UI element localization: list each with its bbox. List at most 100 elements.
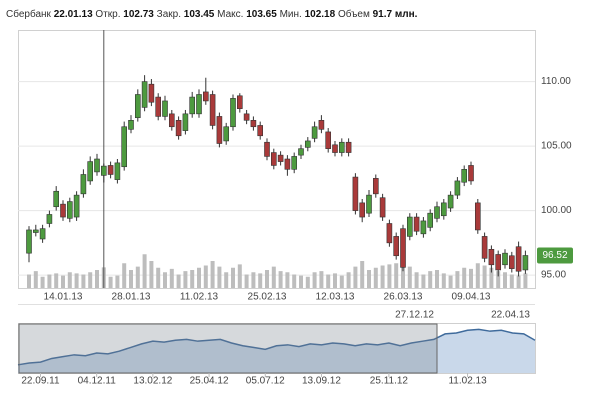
volume-bar: [367, 270, 371, 288]
x-tick-label: 25.02.13: [248, 292, 287, 303]
label: Мин.: [279, 9, 302, 20]
volume-bar: [333, 273, 337, 288]
x-tick-label: 09.04.13: [452, 292, 491, 303]
volume-bar: [40, 276, 45, 288]
volume-bar: [360, 261, 365, 288]
candle-body: [182, 113, 189, 131]
y-tick-label: 100.00: [541, 205, 572, 216]
volume-bar: [428, 271, 433, 288]
label: Макс.: [217, 9, 244, 20]
volume-bar: [312, 272, 317, 288]
volume-bar: [129, 270, 133, 288]
volume-bar: [299, 275, 303, 288]
y-tick-label: 110.00: [541, 76, 571, 87]
volume-bar: [421, 274, 426, 288]
volume-bar: [265, 270, 269, 288]
candle-body: [372, 178, 379, 195]
volume-bar: [278, 271, 283, 288]
volume-bar: [503, 272, 507, 288]
candle-body: [155, 96, 161, 117]
volume-bar: [326, 274, 331, 288]
volume-bar: [176, 274, 181, 288]
volume-bar: [237, 264, 242, 288]
candle-body: [107, 165, 114, 175]
y-tick-label: 105.00: [541, 141, 572, 152]
header: Сбербанк 22.01.13 Откр. 102.73 Закр. 103…: [6, 9, 417, 20]
candle-body: [420, 220, 427, 235]
navigator-x-label: 11.02.13: [448, 376, 487, 387]
volume-bar: [462, 267, 467, 288]
volume-bar: [346, 272, 351, 288]
candle-body: [379, 197, 386, 218]
volume-bar: [33, 271, 38, 288]
volume-bar: [74, 273, 79, 288]
candle-body: [359, 202, 366, 218]
candle-body: [318, 120, 325, 130]
date: 22.01.13: [53, 9, 93, 20]
volume-bar: [394, 263, 399, 288]
candle-body: [175, 120, 182, 137]
volume-bar: [149, 261, 154, 288]
candle-body: [284, 158, 291, 170]
volume-bar: [482, 265, 487, 288]
navigator-x-label: 25.11.12: [370, 376, 409, 387]
candle-body: [277, 154, 284, 162]
volume-bar: [353, 266, 358, 288]
candle-body: [196, 94, 202, 115]
candle-body: [468, 165, 474, 182]
candle-body: [39, 228, 46, 240]
volume-bar: [448, 275, 453, 288]
candle-body: [338, 141, 345, 153]
volume-bar: [95, 270, 99, 288]
volume-bar: [169, 268, 174, 288]
volume-bar: [455, 271, 460, 288]
candle-body: [393, 236, 400, 257]
candle-body: [148, 83, 155, 103]
candle-body: [26, 229, 32, 254]
label: Закр.: [156, 9, 181, 20]
candle-body: [495, 254, 502, 271]
value: 103.65: [246, 9, 277, 20]
candle-body: [400, 228, 406, 268]
ticker: Сбербанк: [6, 9, 51, 20]
x-tick-label: 14.01.13: [44, 292, 83, 303]
candle-body: [216, 116, 223, 144]
volume-bar: [115, 275, 120, 288]
candle-body: [128, 120, 134, 130]
range-label: 27.12.12: [395, 310, 434, 321]
volume-bar: [469, 268, 473, 288]
candle-body: [87, 161, 93, 182]
volume-bar: [441, 273, 446, 288]
candle-body: [298, 148, 304, 156]
volume-bar: [224, 272, 229, 288]
value: 102.73: [123, 9, 154, 20]
volume-bar: [47, 274, 52, 288]
volume-bar: [407, 266, 412, 288]
value: 91.7 млн.: [372, 9, 418, 20]
candle-body: [114, 162, 121, 180]
candle-body: [461, 169, 468, 183]
candle-body: [454, 180, 461, 196]
candle-body: [352, 176, 359, 211]
volume-bar: [251, 272, 256, 288]
volume-bar: [54, 273, 59, 288]
candle-body: [345, 141, 352, 153]
volume-bar: [122, 263, 127, 288]
y-tick-label: 95.00: [541, 270, 566, 281]
value: 103.45: [183, 9, 215, 20]
candle-body: [189, 96, 195, 115]
plot-frame: [18, 30, 536, 289]
candle-body: [447, 194, 454, 209]
candle-body: [413, 216, 420, 232]
volume-bar: [183, 271, 188, 288]
candle-body: [237, 95, 243, 109]
candle-body: [73, 194, 80, 218]
navigator-x-label: 04.12.11: [78, 376, 117, 387]
navigator-mask: [18, 323, 438, 374]
candle-body: [60, 203, 66, 218]
volume-bar: [496, 271, 501, 288]
candle-body: [223, 126, 229, 142]
candle-body: [250, 120, 257, 128]
candle-body: [440, 202, 447, 217]
